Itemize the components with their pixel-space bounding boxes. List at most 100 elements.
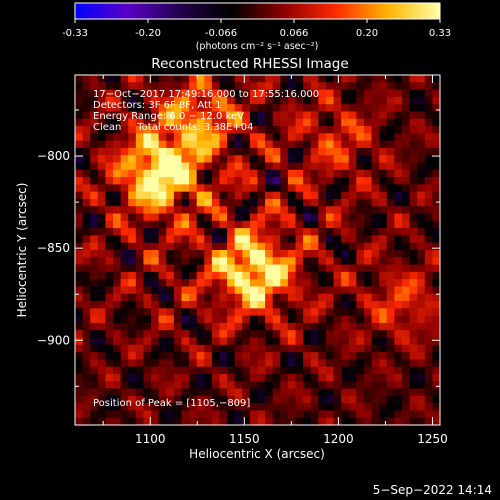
heatmap-cell: [265, 220, 274, 229]
heatmap-cell: [219, 184, 228, 193]
heatmap-cell: [90, 352, 99, 360]
heatmap-cell: [189, 96, 198, 105]
heatmap-cell: [325, 286, 334, 295]
heatmap-cell: [333, 286, 342, 295]
heatmap-cell: [181, 133, 190, 142]
heatmap-cell: [166, 147, 175, 156]
heatmap-cell: [424, 198, 433, 207]
colorbar-unit-label: (photons cm⁻² s⁻¹ asec⁻²): [196, 41, 319, 52]
heatmap-cell: [173, 213, 182, 222]
heatmap-cell: [295, 322, 304, 331]
heatmap-cell: [257, 330, 266, 338]
colorbar-tick-label: 0.20: [356, 28, 378, 39]
heatmap-cell: [394, 271, 403, 280]
heatmap-cell: [196, 366, 205, 375]
heatmap-cell: [310, 308, 319, 317]
heatmap-cell: [417, 89, 426, 98]
heatmap-cell: [287, 82, 296, 90]
heatmap-cell: [90, 82, 99, 90]
heatmap-cell: [325, 301, 334, 309]
heatmap-cell: [325, 330, 334, 338]
heatmap-cell: [151, 104, 160, 112]
heatmap-cell: [189, 315, 198, 324]
heatmap-cell: [386, 82, 395, 90]
heatmap-cell: [401, 147, 410, 156]
heatmap-cell: [303, 177, 312, 185]
heatmap-cell: [341, 220, 350, 229]
heatmap-cell: [234, 133, 243, 142]
heatmap-cell: [97, 104, 106, 112]
heatmap-cell: [90, 169, 99, 178]
heatmap-cell: [249, 140, 258, 149]
heatmap-cell: [249, 352, 258, 360]
heatmap-cell: [128, 147, 137, 156]
heatmap-cell: [401, 118, 410, 127]
heatmap-cell: [204, 213, 213, 222]
heatmap-cell: [249, 118, 258, 127]
heatmap-cell: [219, 395, 228, 404]
heatmap-cell: [363, 403, 372, 411]
heatmap-cell: [401, 359, 410, 368]
heatmap-cell: [158, 293, 167, 302]
heatmap-cell: [417, 322, 426, 331]
heatmap-cell: [166, 184, 175, 193]
heatmap-cell: [333, 184, 342, 193]
heatmap-cell: [287, 206, 296, 214]
heatmap-cell: [310, 286, 319, 295]
heatmap-cell: [257, 352, 266, 360]
heatmap-cell: [105, 162, 114, 171]
heatmap-cell: [409, 162, 418, 171]
heatmap-cell: [333, 315, 342, 324]
heatmap-cell: [432, 118, 441, 127]
heatmap-cell: [113, 417, 122, 426]
heatmap-cell: [325, 104, 334, 112]
heatmap-cell: [310, 126, 319, 134]
heatmap-cell: [401, 279, 410, 287]
heatmap-cell: [75, 417, 83, 426]
heatmap-cell: [318, 213, 327, 222]
heatmap-cell: [348, 133, 357, 142]
heatmap-cell: [120, 322, 129, 331]
heatmap-cell: [128, 330, 137, 338]
heatmap-cell: [303, 352, 312, 360]
heatmap-cell: [401, 169, 410, 178]
heatmap-cell: [417, 162, 426, 171]
heatmap-cell: [219, 82, 228, 90]
heatmap-cell: [181, 322, 190, 331]
heatmap-cell: [310, 388, 319, 397]
heatmap-cell: [401, 155, 410, 163]
heatmap-cell: [219, 96, 228, 105]
heatmap-cell: [105, 359, 114, 368]
heatmap-cell: [356, 344, 365, 353]
heatmap-cell: [97, 395, 106, 404]
heatmap-cell: [409, 308, 418, 317]
heatmap-cell: [417, 140, 426, 149]
x-tick-label: 1200: [323, 432, 354, 446]
heatmap-cell: [432, 381, 441, 389]
heatmap-cell: [75, 104, 83, 112]
heatmap-cell: [211, 257, 220, 265]
heatmap-cell: [356, 366, 365, 375]
heatmap-cell: [310, 140, 319, 149]
heatmap-cell: [211, 381, 220, 389]
heatmap-cell: [257, 293, 266, 302]
heatmap-cell: [211, 111, 220, 120]
heatmap-cell: [105, 82, 114, 90]
heatmap-cell: [379, 264, 388, 273]
heatmap-cell: [394, 191, 403, 200]
heatmap-cell: [219, 286, 228, 295]
heatmap-cell: [348, 293, 357, 302]
heatmap-cell: [265, 330, 274, 338]
heatmap-cell: [181, 96, 190, 105]
heatmap-cell: [287, 96, 296, 105]
x-tick-label: 1100: [135, 432, 166, 446]
heatmap-cell: [363, 301, 372, 309]
heatmap-cell: [386, 286, 395, 295]
heatmap-cell: [143, 126, 152, 134]
heatmap-cell: [386, 271, 395, 280]
heatmap-cell: [417, 271, 426, 280]
heatmap-cell: [363, 82, 372, 90]
heatmap-cell: [257, 410, 266, 419]
heatmap-cell: [75, 198, 83, 207]
heatmap-cell: [166, 96, 175, 105]
